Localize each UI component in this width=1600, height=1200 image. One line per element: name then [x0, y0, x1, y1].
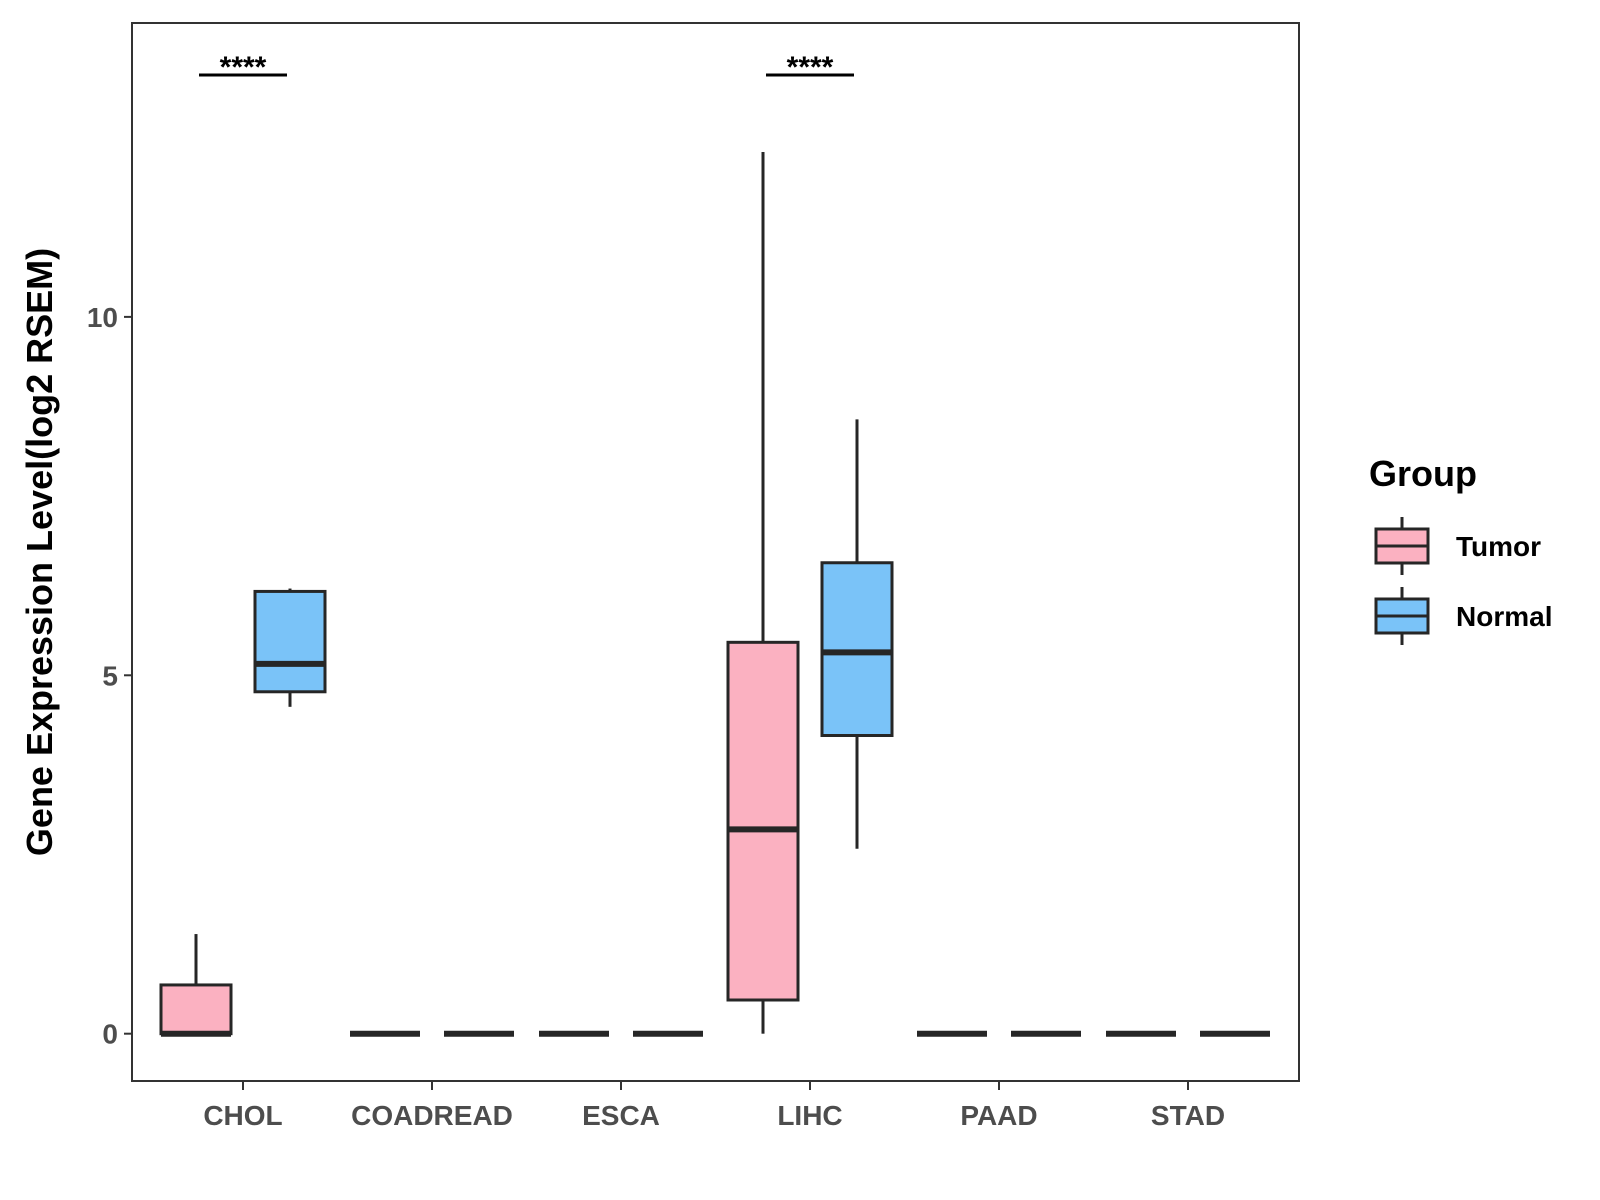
- plot-panel-border: [131, 22, 1300, 1082]
- box-tumor-lihc: [726, 152, 800, 1034]
- legend-title: Group: [1369, 453, 1477, 494]
- y-tick-label: 0: [102, 1019, 118, 1050]
- significance-label: ****: [220, 51, 267, 84]
- x-tick-label-lihc: LIHC: [777, 1100, 842, 1131]
- legend-label: Tumor: [1456, 531, 1541, 562]
- box-body: [820, 561, 894, 738]
- x-tick-label-coadread: COADREAD: [351, 1100, 513, 1131]
- y-tick-label: 5: [102, 660, 118, 691]
- y-tick-label: 10: [87, 302, 118, 333]
- x-tick-label-chol: CHOL: [203, 1100, 282, 1131]
- box-normal-chol: [253, 588, 327, 707]
- box-normal-lihc: [820, 419, 894, 849]
- x-tick-label-stad: STAD: [1151, 1100, 1225, 1131]
- box-body: [253, 589, 327, 694]
- significance-label: ****: [787, 51, 834, 84]
- box-body: [159, 983, 233, 1036]
- x-tick-label-paad: PAAD: [960, 1100, 1037, 1131]
- box-body: [726, 640, 800, 1002]
- y-axis-title: Gene Expression Level(log2 RSEM): [19, 248, 60, 856]
- legend-label: Normal: [1456, 601, 1552, 632]
- legend-item-tumor: Tumor: [1374, 517, 1541, 575]
- x-tick-label-esca: ESCA: [582, 1100, 660, 1131]
- legend-item-normal: Normal: [1374, 587, 1552, 645]
- box-tumor-chol: [159, 934, 233, 1037]
